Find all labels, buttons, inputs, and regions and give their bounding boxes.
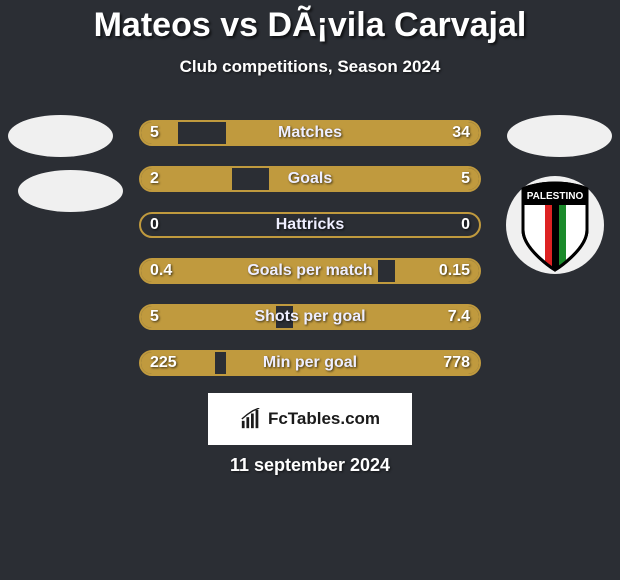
value-left: 0.4 — [150, 258, 172, 284]
stat-label: Hattricks — [139, 212, 481, 238]
stat-label: Shots per goal — [139, 304, 481, 330]
value-left: 225 — [150, 350, 177, 376]
value-right: 5 — [461, 166, 470, 192]
comparison-chart: Matches534Goals25Hattricks00Goals per ma… — [0, 110, 620, 386]
stat-row: Matches5 34 — [0, 110, 620, 156]
value-left: 2 — [150, 166, 159, 192]
stat-label: Matches — [139, 120, 481, 146]
value-right: 0 — [461, 212, 470, 238]
stat-label: Min per goal — [139, 350, 481, 376]
value-left: 0 — [150, 212, 159, 238]
date-label: 11 september 2024 — [0, 455, 620, 476]
value-left: 5 — [150, 304, 159, 330]
stat-row: Goals per match0.4 0.15 — [0, 248, 620, 294]
value-right: 34 — [452, 120, 470, 146]
subtitle: Club competitions, Season 2024 — [0, 57, 620, 77]
value-right: 0.15 — [439, 258, 470, 284]
page-title: Mateos vs DÃ¡vila Carvajal — [0, 0, 620, 45]
stat-row: Shots per goal5 7.4 — [0, 294, 620, 340]
value-left: 5 — [150, 120, 159, 146]
value-right: 7.4 — [448, 304, 470, 330]
stat-row: Min per goal225 778 — [0, 340, 620, 386]
footer-text: FcTables.com — [268, 409, 380, 429]
stat-row: Goals2 5 — [0, 156, 620, 202]
stat-label: Goals — [139, 166, 481, 192]
stat-label: Goals per match — [139, 258, 481, 284]
chart-icon — [240, 408, 262, 430]
footer-attribution: FcTables.com — [208, 393, 412, 445]
value-right: 778 — [443, 350, 470, 376]
stat-row: Hattricks0 0 — [0, 202, 620, 248]
